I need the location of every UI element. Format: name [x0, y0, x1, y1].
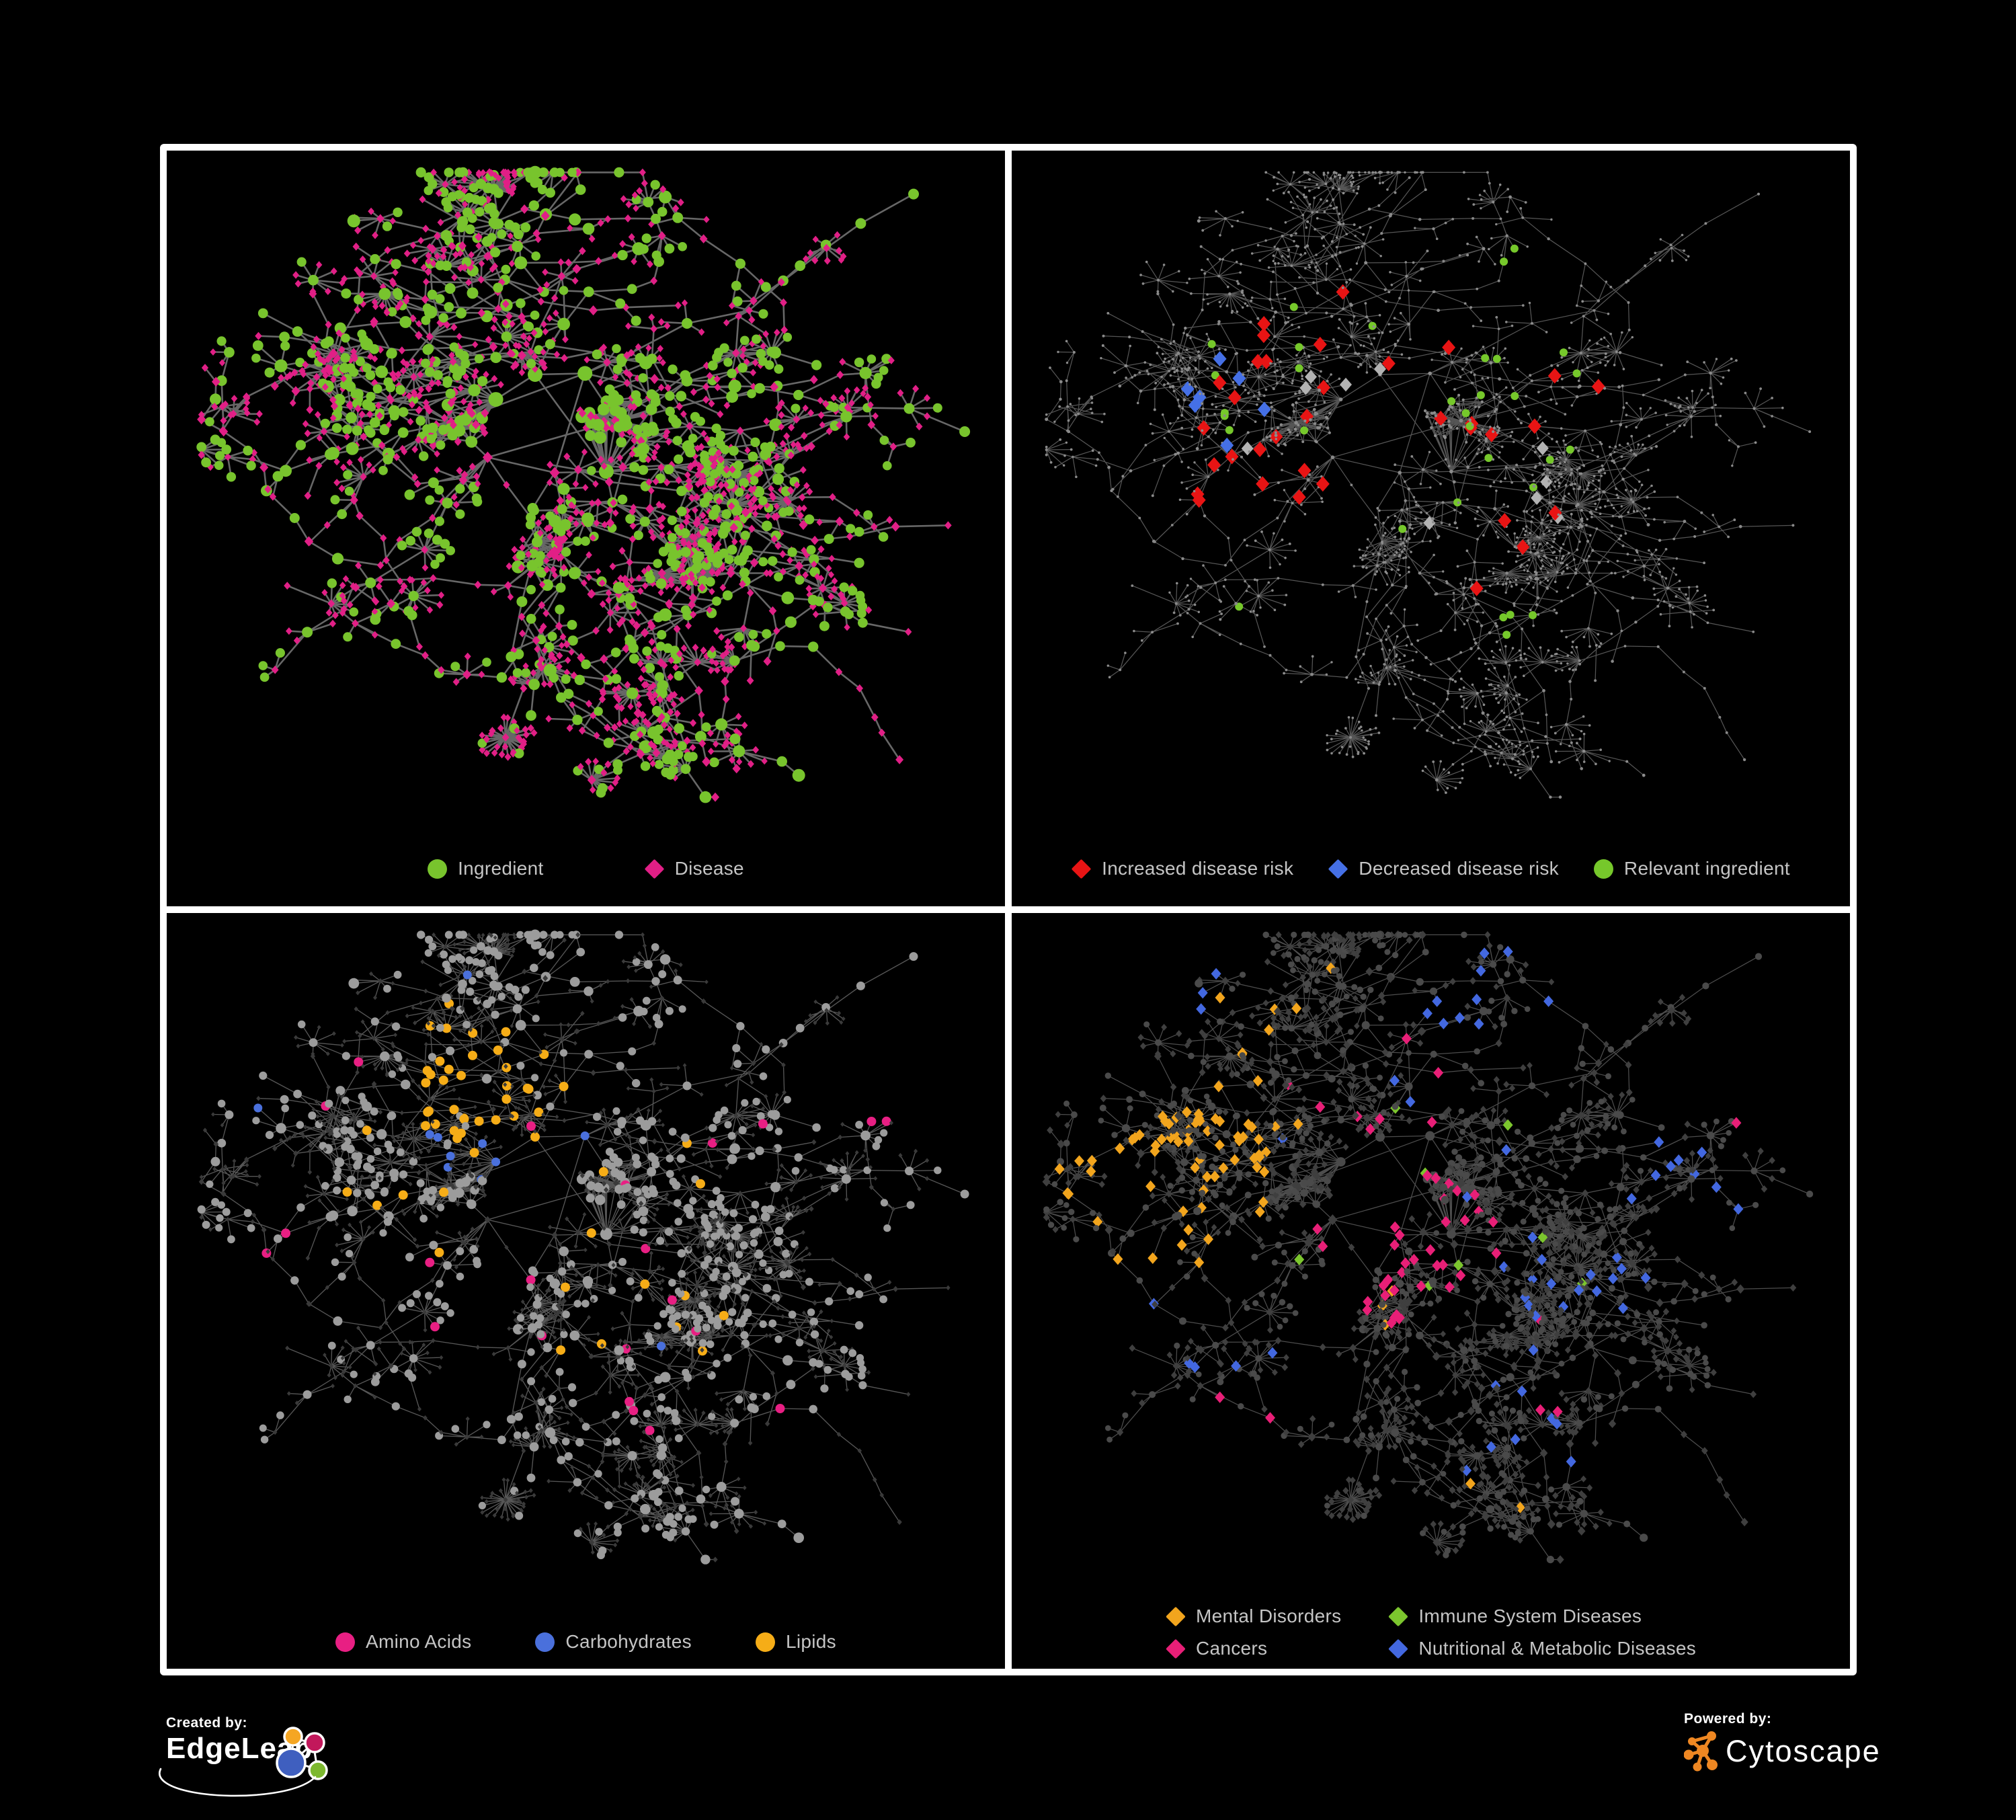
panel-grid: Ingredient Disease Increased disease risk…: [160, 144, 1857, 1675]
legend-circle-swatch: [755, 1632, 775, 1652]
panel-disease-risk: Increased disease risk Decreased disease …: [1012, 151, 1850, 906]
legend-label: Amino Acids: [366, 1631, 472, 1652]
legend-label: Decreased disease risk: [1359, 858, 1559, 879]
legend-diamond-swatch: [1328, 859, 1348, 879]
legend-item: Disease: [644, 858, 744, 879]
legend-diamond-swatch: [1165, 1638, 1186, 1659]
legend-item: Ingredient: [428, 858, 544, 879]
legend-label: Relevant ingredient: [1623, 858, 1790, 879]
legend-item: Increased disease risk: [1071, 858, 1294, 879]
powered-by-credit: Powered by: Cytoscape: [1684, 1711, 1899, 1772]
legend: Increased disease risk Decreased disease …: [1012, 858, 1850, 879]
legend-item: Lipids: [755, 1631, 836, 1653]
legend-circle-swatch: [335, 1632, 356, 1652]
legend-item: Cancers: [1165, 1638, 1268, 1659]
legend-label: Disease: [674, 858, 744, 879]
legend-label: Lipids: [785, 1631, 836, 1652]
legend-label: Cancers: [1195, 1638, 1268, 1659]
legend-circle-swatch: [1593, 859, 1613, 879]
cytoscape-logo-icon: [1684, 1731, 1718, 1772]
legend-label: Carbohydrates: [565, 1631, 692, 1652]
legend-item: Carbohydrates: [535, 1631, 692, 1653]
legend-item: Relevant ingredient: [1593, 858, 1790, 879]
legend-circle-swatch: [535, 1632, 555, 1652]
created-by-credit: Created by: EdgeLeap: [159, 1715, 368, 1797]
panel-nutrient-classes: Amino Acids Carbohydrates Lipids: [167, 913, 1005, 1669]
legend-label: Increased disease risk: [1102, 858, 1294, 879]
cytoscape-brand: Cytoscape: [1726, 1733, 1881, 1768]
legend-diamond-swatch: [1165, 1606, 1186, 1626]
legend-diamond-swatch: [1388, 1606, 1408, 1626]
legend-diamond-swatch: [644, 859, 664, 879]
disease-risk-network-graph: [1012, 151, 1850, 830]
legend-item: Nutritional & Metabolic Diseases: [1388, 1638, 1696, 1659]
powered-by-label: Powered by:: [1684, 1711, 1772, 1727]
legend-label: Mental Disorders: [1195, 1606, 1342, 1626]
legend-diamond-swatch: [1071, 859, 1092, 879]
panel-ingredient-disease: Ingredient Disease: [167, 151, 1005, 906]
legend-item: Immune System Diseases: [1388, 1606, 1642, 1627]
created-by-label: Created by:: [166, 1715, 248, 1731]
legend-item: Decreased disease risk: [1328, 858, 1559, 879]
disease-categories-network-graph: [1012, 913, 1850, 1592]
legend-item: Amino Acids: [335, 1631, 471, 1653]
ingredient-disease-network-graph: [167, 151, 1005, 830]
nutrient-classes-network-graph: [167, 913, 1005, 1592]
legend-circle-swatch: [428, 859, 448, 879]
legend: Amino Acids Carbohydrates Lipids: [167, 1631, 1005, 1653]
legend-diamond-swatch: [1388, 1638, 1408, 1659]
legend-label: Nutritional & Metabolic Diseases: [1418, 1638, 1697, 1659]
legend-label: Immune System Diseases: [1418, 1606, 1642, 1626]
legend-item: Mental Disorders: [1165, 1606, 1342, 1627]
edgeleap-logo-icon: [276, 1727, 328, 1780]
legend: Mental Disorders Immune System Diseases Ca…: [1165, 1606, 1696, 1659]
legend-label: Ingredient: [458, 858, 544, 879]
panel-disease-categories: Mental Disorders Immune System Diseases Ca…: [1012, 913, 1850, 1669]
legend: Ingredient Disease: [167, 858, 1005, 879]
